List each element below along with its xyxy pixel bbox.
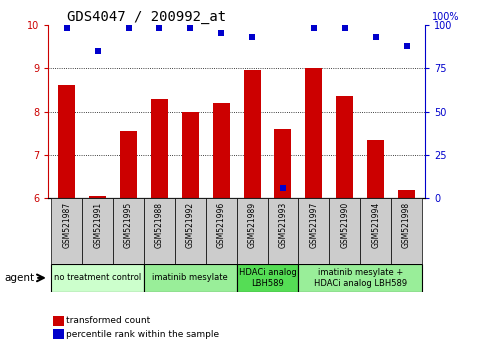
Text: GSM521997: GSM521997 [310, 201, 318, 248]
Text: 100%: 100% [432, 12, 459, 22]
Text: no treatment control: no treatment control [54, 273, 142, 282]
Bar [206, 198, 237, 264]
Bar [268, 198, 298, 264]
Bar [237, 198, 268, 264]
Bar [298, 198, 329, 264]
Text: GSM521992: GSM521992 [186, 201, 195, 248]
Bar [182, 112, 199, 198]
Bar [82, 198, 113, 264]
Bar [144, 198, 175, 264]
Bar [51, 198, 82, 264]
Text: transformed count: transformed count [66, 316, 150, 325]
Bar [113, 198, 144, 264]
Text: GSM521991: GSM521991 [93, 201, 102, 248]
Text: GSM521998: GSM521998 [402, 201, 411, 248]
Text: HDACi analog
LBH589: HDACi analog LBH589 [239, 268, 297, 287]
Bar [175, 198, 206, 264]
Bar [58, 85, 75, 198]
Bar [237, 264, 298, 292]
Bar [89, 196, 106, 198]
Text: GSM521987: GSM521987 [62, 201, 71, 248]
Text: agent: agent [5, 273, 35, 283]
Text: imatinib mesylate: imatinib mesylate [153, 273, 228, 282]
Text: GSM521988: GSM521988 [155, 201, 164, 247]
Bar [274, 129, 291, 198]
Bar [213, 103, 230, 198]
Bar [298, 264, 422, 292]
Bar [51, 264, 144, 292]
Bar [243, 70, 261, 198]
Text: imatinib mesylate +
HDACi analog LBH589: imatinib mesylate + HDACi analog LBH589 [313, 268, 407, 287]
Text: GSM521989: GSM521989 [248, 201, 256, 248]
Bar [329, 198, 360, 264]
Bar [367, 140, 384, 198]
Bar [398, 190, 415, 198]
Bar [151, 98, 168, 198]
Bar [391, 198, 422, 264]
Text: GDS4047 / 200992_at: GDS4047 / 200992_at [67, 10, 226, 24]
Text: GSM521995: GSM521995 [124, 201, 133, 248]
Bar [336, 96, 353, 198]
Bar [360, 198, 391, 264]
Text: GSM521993: GSM521993 [279, 201, 287, 248]
Bar [144, 264, 237, 292]
Bar [120, 131, 137, 198]
Bar [305, 68, 322, 198]
Text: GSM521990: GSM521990 [340, 201, 349, 248]
Text: GSM521996: GSM521996 [217, 201, 226, 248]
Text: GSM521994: GSM521994 [371, 201, 380, 248]
Text: percentile rank within the sample: percentile rank within the sample [66, 330, 219, 339]
